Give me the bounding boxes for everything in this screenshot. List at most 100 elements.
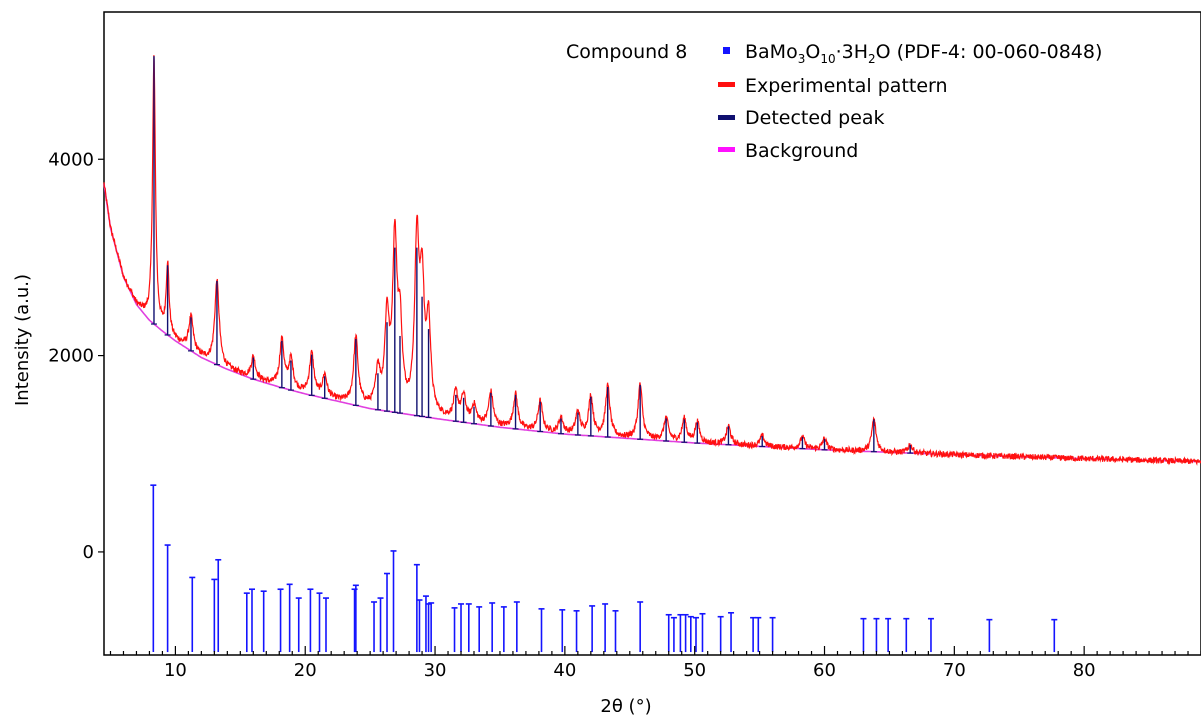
reference-stick — [637, 601, 644, 653]
detected-peak — [425, 329, 432, 419]
detected-peak — [604, 387, 611, 438]
reference-stick — [384, 572, 391, 653]
detected-peak — [150, 56, 157, 325]
x-tick-label: 60 — [813, 660, 836, 681]
detected-peak — [470, 406, 477, 425]
reference-stick — [699, 612, 706, 653]
legend-marker-detected — [718, 115, 735, 120]
plot-frame — [103, 11, 1201, 656]
x-tick-label: 20 — [294, 660, 317, 681]
detected-peak — [352, 338, 359, 406]
reference-stick — [677, 613, 684, 653]
reference-stick — [322, 597, 329, 653]
reference-stick — [260, 590, 267, 653]
reference-stick — [286, 583, 293, 653]
experimental-pattern — [103, 55, 1201, 466]
detected-peak — [419, 296, 426, 418]
detected-peak — [396, 335, 403, 414]
reference-stick — [500, 606, 507, 653]
reference-stick — [215, 558, 222, 653]
legend-marker-experimental — [718, 82, 735, 87]
reference-stick — [476, 606, 483, 653]
reference-stick — [428, 602, 435, 653]
reference-stick — [769, 616, 776, 653]
reference-stick — [352, 584, 359, 653]
detected-peak — [512, 394, 519, 430]
legend-label-detected: Detected peak — [745, 107, 885, 129]
reference-stick — [665, 613, 672, 653]
detected-peak — [287, 360, 294, 391]
legend-marker-reference — [723, 47, 730, 54]
detected-peak — [391, 247, 398, 413]
detected-peak — [374, 373, 381, 411]
reference-stick — [458, 603, 465, 653]
reference-stick — [589, 605, 596, 653]
x-tick-label: 40 — [553, 660, 576, 681]
detected-peak — [725, 426, 732, 446]
detected-peak — [759, 436, 766, 448]
reference-stick — [717, 615, 724, 653]
y-tick-label: 2000 — [48, 346, 94, 367]
reference-stick — [750, 616, 757, 653]
reference-stick — [377, 597, 384, 653]
reference-stick — [728, 611, 735, 653]
legend-label-reference: BaMo3O10·3H2O (PDF-4: 00-060-0848) — [745, 41, 1102, 66]
reference-stick — [390, 550, 397, 653]
x-tick-label: 50 — [683, 660, 706, 681]
detected-peak — [278, 340, 285, 389]
detected-peak — [663, 418, 670, 442]
x-axis-title: 2θ (°) — [600, 696, 651, 717]
x-tick-label: 10 — [164, 660, 187, 681]
reference-stick — [692, 616, 699, 653]
detected-peak — [574, 412, 581, 436]
reference-stick — [422, 595, 429, 653]
detected-peak — [637, 385, 644, 440]
reference-stick — [150, 484, 157, 653]
reference-stick — [295, 597, 302, 653]
detected-peak — [250, 357, 257, 380]
y-tick-label: 0 — [83, 542, 94, 563]
reference-stick — [189, 576, 196, 653]
legend-label-background: Background — [745, 140, 858, 162]
reference-stick — [612, 610, 619, 653]
detected-peak — [452, 394, 459, 422]
legend-label-experimental: Experimental pattern — [745, 75, 948, 97]
detected-peak — [587, 396, 594, 437]
reference-stick — [316, 592, 323, 653]
detected-peak — [557, 418, 564, 435]
reference-stick — [903, 617, 910, 653]
compound-label: Compound 8 — [566, 41, 687, 63]
reference-stick — [986, 618, 993, 653]
detected-peak — [537, 401, 544, 433]
reference-stick — [860, 617, 867, 653]
reference-stick — [670, 616, 677, 653]
detected-peak — [321, 376, 328, 399]
reference-stick — [307, 588, 314, 653]
reference-stick — [243, 592, 250, 653]
y-tick-label: 4000 — [48, 149, 94, 170]
reference-stick — [927, 617, 934, 653]
x-axis: 10 20 30 40 50 60 70 80 — [109, 646, 1201, 681]
x-tick-label: 80 — [1073, 660, 1096, 681]
reference-stick — [371, 601, 378, 653]
detected-peak — [413, 247, 420, 417]
detected-peak — [187, 317, 194, 352]
reference-stick — [873, 617, 880, 653]
reference-stick — [573, 610, 580, 653]
legend-marker-background — [718, 147, 735, 152]
detected-peak — [870, 419, 877, 453]
reference-stick — [451, 607, 458, 653]
detected-peak — [694, 422, 701, 444]
reference-stick — [682, 613, 689, 653]
detected-peak — [681, 419, 688, 443]
reference-pattern — [150, 484, 1058, 653]
reference-stick — [687, 615, 694, 653]
detected-peaks — [150, 56, 914, 454]
reference-stick — [413, 563, 420, 653]
reference-stick — [559, 609, 566, 653]
y-axis-title: Intensity (a.u.) — [12, 274, 33, 406]
experimental-line — [103, 55, 1201, 466]
detected-peak — [213, 280, 220, 366]
reference-stick — [465, 603, 472, 653]
reference-stick — [416, 599, 423, 653]
